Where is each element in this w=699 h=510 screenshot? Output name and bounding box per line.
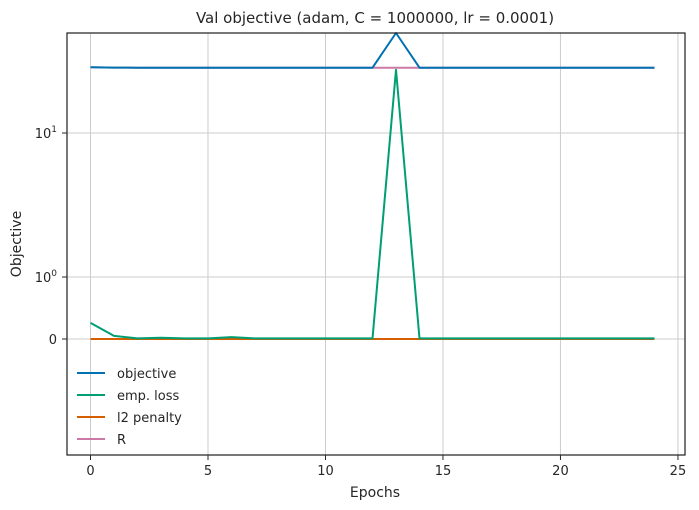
x-axis-label: Epochs: [350, 485, 400, 501]
x-tick-label: 15: [435, 464, 452, 479]
y-tick-label: 0: [49, 333, 57, 348]
legend-label: l2 penalty: [117, 411, 182, 426]
x-tick-label: 20: [552, 464, 569, 479]
y-ticks: 101 100 0: [35, 125, 67, 348]
legend-label: emp. loss: [117, 389, 180, 404]
legend: objective emp. loss l2 penalty R: [77, 367, 182, 448]
series-line-emp-loss: [90, 68, 655, 340]
legend-label: objective: [117, 367, 176, 382]
x-tick-label: 25: [670, 464, 687, 479]
series-lines: [90, 32, 655, 340]
y-tick-label: 101: [35, 125, 57, 142]
y-tick-label: 100: [35, 269, 58, 286]
series-line-objective: [90, 32, 655, 69]
x-tick-label: 10: [317, 464, 334, 479]
x-ticks: 0 5 10 15 20 25: [86, 455, 686, 479]
plot-frame: [66, 32, 686, 456]
x-tick-label: 5: [204, 464, 212, 479]
chart-title: Val objective (adam, C = 1000000, lr = 0…: [196, 9, 554, 27]
legend-label: R: [117, 433, 126, 448]
x-tick-label: 0: [86, 464, 94, 479]
y-axis-label: Objective: [9, 211, 25, 277]
